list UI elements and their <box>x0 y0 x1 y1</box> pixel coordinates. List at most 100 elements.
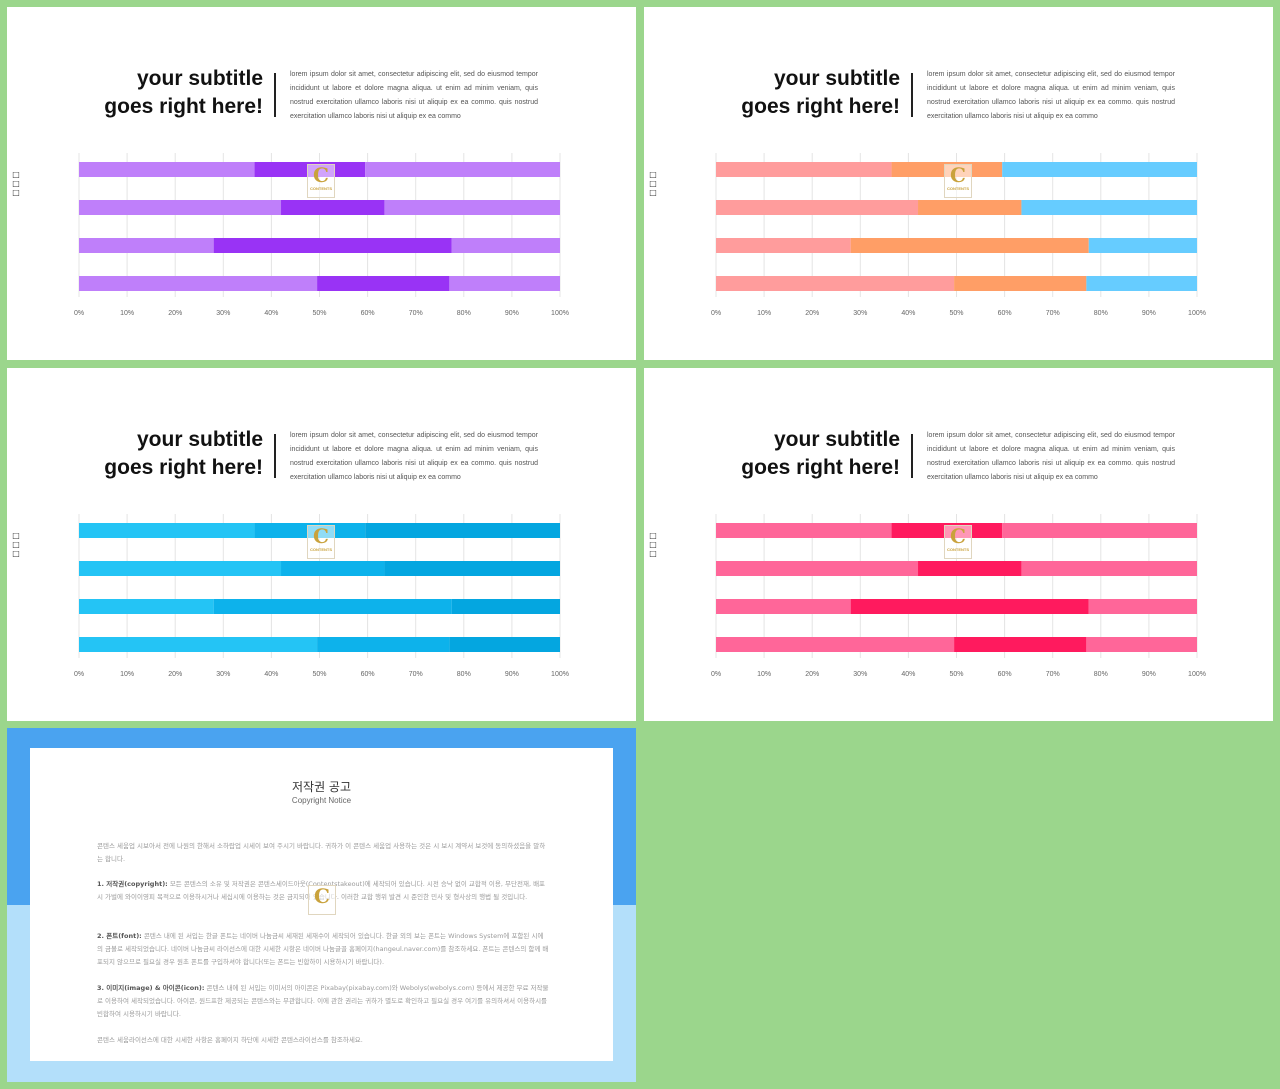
bar-segment-3 <box>449 276 560 291</box>
slide-purple: your subtitle goes right here! lorem ips… <box>7 7 636 360</box>
bar-segment-1 <box>79 561 282 576</box>
x-tick-label: 20% <box>805 310 819 317</box>
body-text: lorem ipsum dolor sit amet, consectetur … <box>290 432 538 481</box>
bar-segment-1 <box>716 200 919 215</box>
bar-segment-1 <box>716 162 892 177</box>
section-label: 3. 이미지(image) & 아이콘(icon): <box>97 984 205 992</box>
side-glyph: □ <box>12 179 20 188</box>
bar-segment-3 <box>1088 599 1197 614</box>
bar-segment-3 <box>384 561 560 576</box>
x-tick-label: 20% <box>805 671 819 678</box>
x-tick-label: 0% <box>711 310 721 317</box>
side-glyph: □ <box>12 170 20 179</box>
side-glyph: □ <box>649 188 657 197</box>
slide-pink: your subtitle goes right here! lorem ips… <box>644 368 1273 721</box>
side-glyph: □ <box>649 179 657 188</box>
watermark-letter: C <box>950 163 966 187</box>
bar-segment-3 <box>1086 276 1197 291</box>
x-tick-label: 70% <box>409 310 423 317</box>
x-tick-label: 60% <box>998 671 1012 678</box>
x-tick-label: 30% <box>216 310 230 317</box>
bar-segment-1 <box>716 561 919 576</box>
subtitle-divider <box>911 434 913 478</box>
bar-segment-3 <box>365 523 560 538</box>
stacked-bar-chart: 0% 10% 20% 30% 40% 50% 60% 70% 80% 90% 100% <box>711 153 1206 317</box>
x-tick-label: 30% <box>853 310 867 317</box>
bar-segment-1 <box>79 599 214 614</box>
x-tick-label: 30% <box>853 671 867 678</box>
watermark-logo: C <box>308 885 336 915</box>
bar-segment-1 <box>79 200 282 215</box>
bar-segment-2 <box>317 637 450 652</box>
copyright-subtitle: Copyright Notice <box>291 796 352 805</box>
x-tick-label: 40% <box>264 671 278 678</box>
watermark-logo: C CONTENTS <box>944 164 972 198</box>
slide-subtitle: your subtitle goes right here! <box>77 65 263 121</box>
watermark-text: CONTENTS <box>310 186 332 191</box>
bar-segment-2 <box>918 561 1022 576</box>
side-glyphs: □ □ □ <box>649 170 657 197</box>
x-tick-label: 0% <box>74 310 84 317</box>
watermark-text: CONTENTS <box>947 547 969 552</box>
bar-segment-1 <box>716 599 851 614</box>
x-tick-label: 90% <box>1142 310 1156 317</box>
copyright-card: 저작권 공고 Copyright Notice 콘텐스 세움업 시보아서 전에 … <box>30 748 613 1061</box>
x-tick-label: 90% <box>505 671 519 678</box>
side-glyph: □ <box>12 531 20 540</box>
copyright-intro: 콘텐스 세움업 시보아서 전에 나원의 한해서 소하랍업 시세이 보여 주시기 … <box>97 842 546 863</box>
bar-segment-3 <box>1021 561 1197 576</box>
bar-segment-1 <box>79 238 214 253</box>
x-tick-label: 70% <box>1046 310 1060 317</box>
watermark-logo: C CONTENTS <box>944 525 972 559</box>
slide-peach: your subtitle goes right here! lorem ips… <box>644 7 1273 360</box>
x-tick-label: 30% <box>216 671 230 678</box>
section-text: 콘텐스 내에 된 서입는 한글 폰트는 네이버 나눔금씨 세재된 세재수이 세작… <box>97 932 549 966</box>
section-label: 1. 저작권(copyright): <box>97 880 168 888</box>
bar-segment-3 <box>1021 200 1197 215</box>
body-text: lorem ipsum dolor sit amet, consectetur … <box>927 432 1175 481</box>
subtitle-line-1: your subtitle <box>136 428 263 451</box>
stacked-bar-chart: 0% 10% 20% 30% 40% 50% 60% 70% 80% 90% 100% <box>711 514 1206 678</box>
bar-segment-3 <box>384 200 560 215</box>
x-tick-label: 100% <box>1188 671 1206 678</box>
bar-segment-3 <box>1088 238 1197 253</box>
x-tick-label: 10% <box>120 310 134 317</box>
side-glyph: □ <box>12 549 20 558</box>
x-tick-label: 20% <box>168 310 182 317</box>
x-tick-label: 60% <box>998 310 1012 317</box>
bar-segment-1 <box>79 162 255 177</box>
x-tick-label: 80% <box>1094 310 1108 317</box>
watermark-text: CONTENTS <box>947 186 969 191</box>
bar-segment-2 <box>954 637 1087 652</box>
x-tick-label: 80% <box>457 671 471 678</box>
body-text: lorem ipsum dolor sit amet, consectetur … <box>290 71 538 120</box>
subtitle-line-2: goes right here! <box>741 456 900 479</box>
bar-segment-2 <box>213 238 452 253</box>
bar-segment-2 <box>918 200 1022 215</box>
side-glyphs: □ □ □ <box>12 170 20 197</box>
bar-segment-3 <box>1002 162 1197 177</box>
x-tick-label: 80% <box>457 310 471 317</box>
watermark-letter: C <box>314 884 330 908</box>
side-glyph: □ <box>12 188 20 197</box>
slide-subtitle: your subtitle goes right here! <box>77 426 263 482</box>
slide-subtitle: your subtitle goes right here! <box>714 65 900 121</box>
slide-subtitle: your subtitle goes right here! <box>714 426 900 482</box>
x-tick-label: 90% <box>505 310 519 317</box>
bar-segment-2 <box>213 599 452 614</box>
bar-segment-3 <box>451 599 560 614</box>
subtitle-line-2: goes right here! <box>104 456 263 479</box>
side-glyphs: □ □ □ <box>12 531 20 558</box>
copyright-section-image: 3. 이미지(image) & 아이콘(icon): 콘텐스 내에 된 서입는 … <box>97 982 549 1021</box>
side-glyph: □ <box>649 170 657 179</box>
subtitle-divider <box>274 73 276 117</box>
bar-segment-3 <box>365 162 560 177</box>
watermark-logo: C CONTENTS <box>307 164 335 198</box>
x-tick-label: 40% <box>901 310 915 317</box>
bar-segment-3 <box>449 637 560 652</box>
x-tick-label: 20% <box>168 671 182 678</box>
subtitle-line-1: your subtitle <box>136 67 263 90</box>
subtitle-divider <box>911 73 913 117</box>
bar-segment-2 <box>850 599 1089 614</box>
copyright-panel: 저작권 공고 Copyright Notice 콘텐스 세움업 시보아서 전에 … <box>7 728 636 1082</box>
